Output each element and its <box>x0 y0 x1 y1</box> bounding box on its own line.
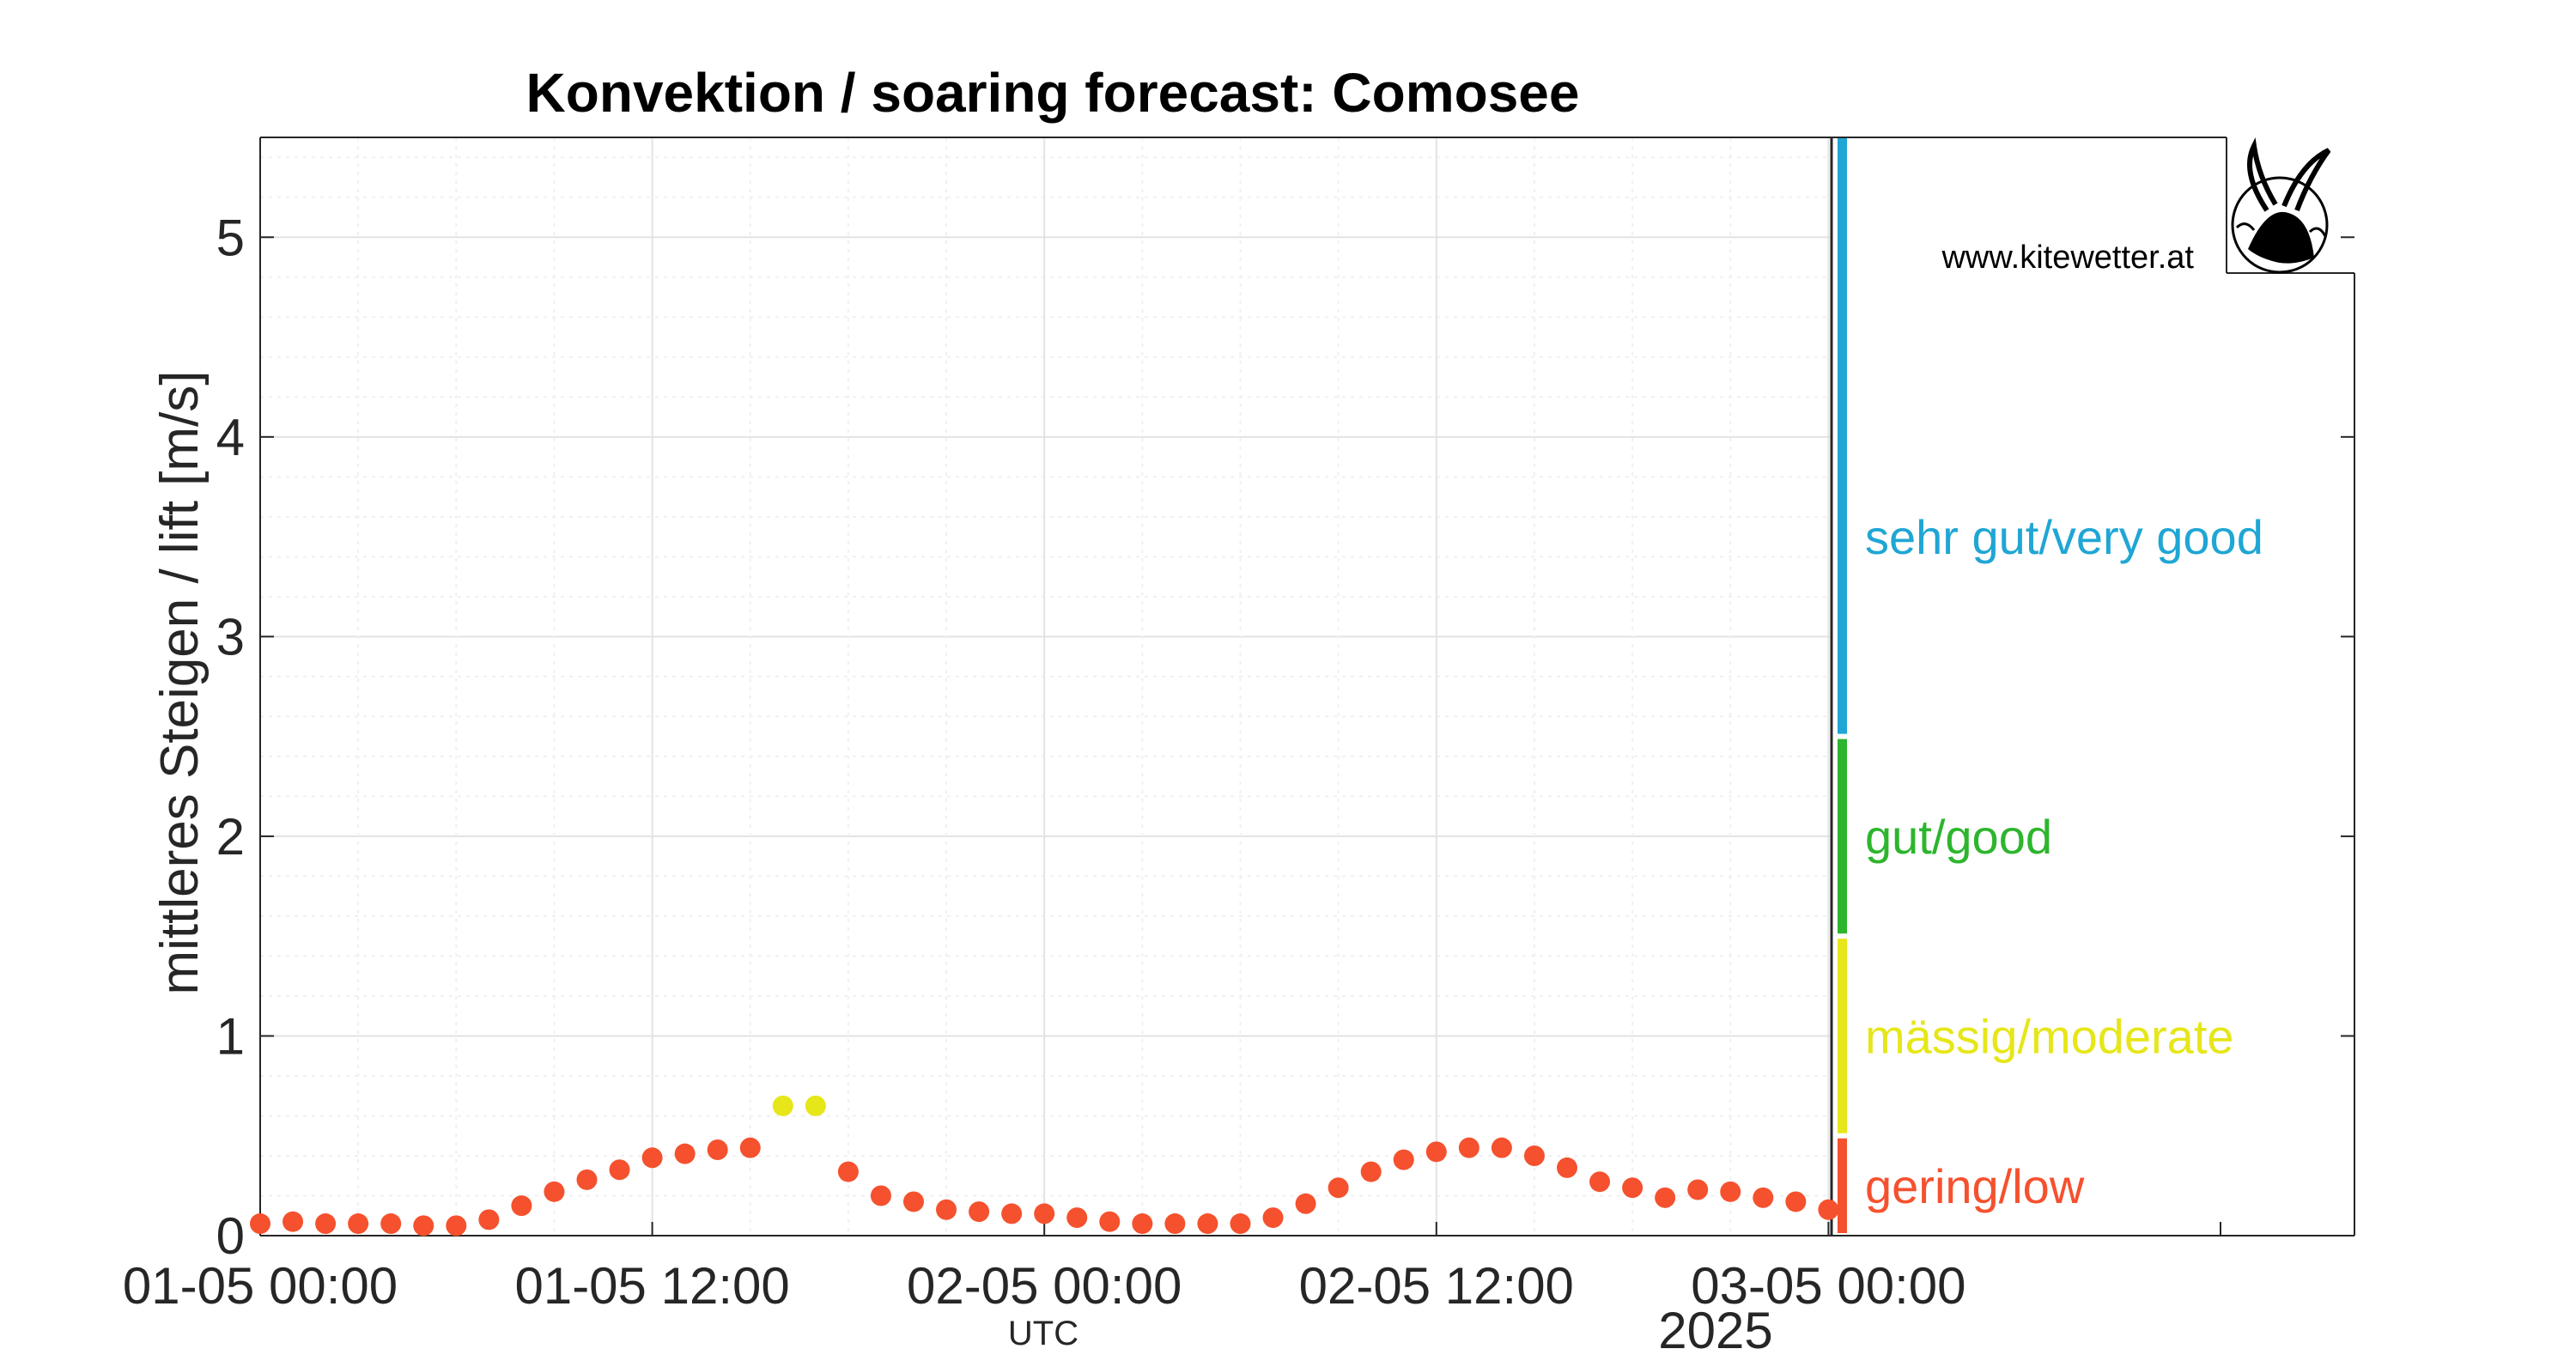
data-point <box>641 1147 663 1169</box>
data-point <box>1753 1187 1774 1208</box>
axes <box>259 137 2355 1237</box>
chart-title: Konvektion / soaring forecast: Comosee <box>526 62 1580 124</box>
data-point <box>1360 1161 1382 1182</box>
category-label: gering/low <box>1865 1159 2085 1213</box>
data-point <box>609 1159 630 1181</box>
data-point <box>903 1191 924 1212</box>
data-point <box>1262 1207 1284 1229</box>
data-point <box>1458 1137 1479 1158</box>
data-point <box>348 1213 369 1235</box>
data-point <box>1164 1213 1186 1235</box>
ibex-logo <box>2231 137 2331 274</box>
data-point <box>1687 1179 1709 1200</box>
y-tick-label: 2 <box>216 808 245 866</box>
y-tick-label: 4 <box>216 409 245 466</box>
data-point <box>837 1161 859 1182</box>
data-point <box>1425 1141 1447 1163</box>
tick-labels: 0 1 2 3 4 5 01-05 00:00 01-05 12:00 02-05 00:00 0… <box>123 209 1966 1315</box>
data-point <box>1132 1213 1153 1235</box>
data-point <box>511 1195 532 1217</box>
data-point <box>413 1215 434 1237</box>
y-tick-label: 1 <box>216 1007 245 1065</box>
x-tick-label: 03-05 00:00 <box>1691 1257 1965 1315</box>
y-tick-label: 5 <box>216 209 245 266</box>
category-label: sehr gut/very good <box>1865 510 2263 564</box>
x-axis-label: UTC <box>1008 1315 1078 1351</box>
data-point <box>1622 1177 1643 1199</box>
x-tick-label: 01-05 00:00 <box>123 1257 398 1315</box>
data-point <box>1655 1187 1676 1208</box>
data-point <box>544 1181 565 1202</box>
data-point <box>1066 1207 1088 1229</box>
data-point <box>1818 1199 1839 1220</box>
data-point <box>446 1215 467 1237</box>
data-point <box>1557 1157 1577 1178</box>
data-point <box>772 1095 793 1116</box>
data-point <box>739 1137 761 1158</box>
data-point <box>805 1095 826 1116</box>
data-point <box>1230 1213 1251 1235</box>
data-point <box>250 1213 270 1235</box>
legend-panel-background <box>1832 137 2218 1236</box>
data-point <box>1001 1203 1023 1224</box>
data-points <box>250 1095 1839 1237</box>
legend-panel: sehr gut/very good gut/good mässig/moderat… <box>1832 137 2263 1236</box>
category-bar <box>1838 939 1847 1133</box>
data-point <box>478 1209 500 1230</box>
data-point <box>380 1213 402 1235</box>
data-point <box>315 1213 337 1235</box>
data-point <box>1491 1137 1512 1158</box>
data-point <box>674 1143 696 1164</box>
data-point <box>283 1211 304 1232</box>
year-label: 2025 <box>1658 1302 1772 1351</box>
category-label: gut/good <box>1865 810 2052 864</box>
data-point <box>1523 1145 1545 1166</box>
data-point <box>936 1199 957 1220</box>
data-point <box>1720 1181 1741 1202</box>
category-label: mässig/moderate <box>1865 1009 2234 1063</box>
x-tick-label: 01-05 12:00 <box>514 1257 789 1315</box>
watermark-url: www.kitewetter.at <box>1941 240 2194 276</box>
data-point <box>1295 1193 1316 1214</box>
x-tick-label: 02-05 00:00 <box>907 1257 1182 1315</box>
category-bar <box>1838 738 1847 934</box>
y-tick-label: 0 <box>216 1207 245 1265</box>
y-axis-label: mittleres Steigen / lift [m/s] <box>150 371 210 995</box>
data-point <box>576 1169 598 1190</box>
data-point <box>1589 1171 1611 1193</box>
data-point <box>1034 1203 1055 1224</box>
grid <box>260 137 1832 1236</box>
data-point <box>969 1201 990 1223</box>
data-point <box>1393 1149 1414 1170</box>
data-point <box>1099 1211 1121 1232</box>
category-bar <box>1838 137 1847 734</box>
data-point <box>707 1139 728 1161</box>
data-point <box>1197 1213 1218 1235</box>
y-tick-label: 3 <box>216 608 245 665</box>
data-point <box>1327 1177 1349 1199</box>
category-bar <box>1838 1138 1847 1233</box>
data-point <box>870 1185 891 1206</box>
data-point <box>1785 1191 1807 1212</box>
x-tick-label: 02-05 12:00 <box>1299 1257 1574 1315</box>
